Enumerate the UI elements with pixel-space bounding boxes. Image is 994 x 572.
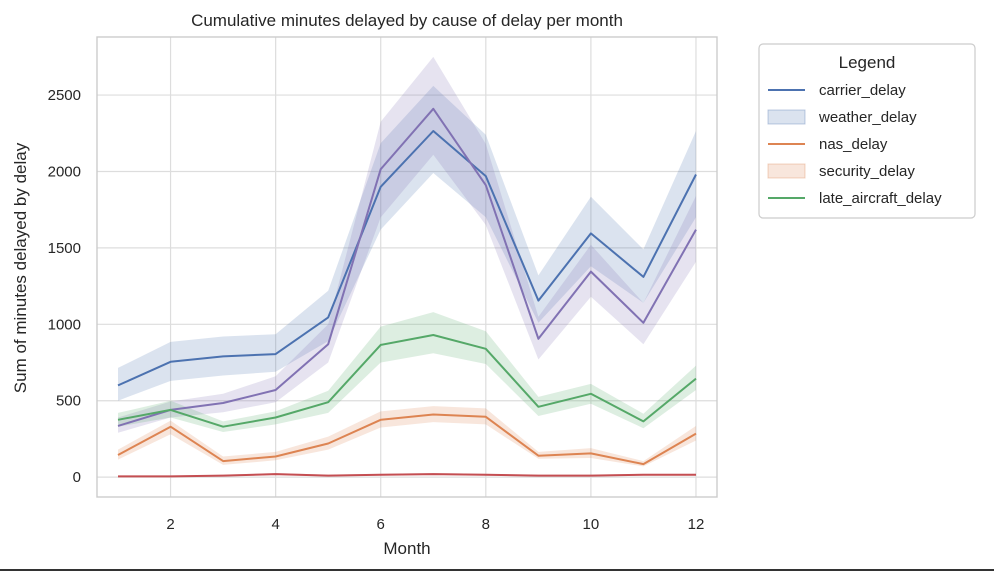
gridlines bbox=[97, 37, 717, 497]
series-4-line bbox=[117, 334, 697, 428]
series-lines bbox=[117, 107, 697, 478]
y-tick-label: 2500 bbox=[48, 87, 81, 104]
confidence-bands bbox=[118, 56, 696, 477]
series-4-band bbox=[118, 312, 696, 432]
chart-title: Cumulative minutes delayed by cause of d… bbox=[191, 11, 623, 30]
legend-box bbox=[758, 43, 976, 219]
y-tick-label: 500 bbox=[56, 393, 81, 410]
legend-label-carrier_delay: carrier_delay bbox=[819, 82, 906, 99]
legend-entries: carrier_delay weather_delay nas_delaysecur… bbox=[767, 82, 942, 207]
legend-title: Legend bbox=[839, 53, 896, 72]
legend-label-weather_delay: weather_delay bbox=[818, 109, 917, 126]
legend-label-security_delay: security_delay bbox=[819, 163, 915, 180]
x-tick-label: 6 bbox=[377, 516, 385, 533]
x-tick-label: 10 bbox=[583, 516, 600, 533]
series-2-line bbox=[117, 413, 697, 466]
legend-swatch-security_delay bbox=[767, 163, 806, 179]
series-0-line bbox=[117, 130, 697, 387]
x-tick-label: 12 bbox=[688, 516, 705, 533]
series-0-band bbox=[118, 85, 696, 401]
series-3-line bbox=[118, 473, 696, 478]
series-2-band bbox=[118, 406, 696, 467]
tick-labels: 2 4 6 8 10 12 0 500 1000 1500 2000 2500 bbox=[48, 87, 705, 533]
series-1-band bbox=[118, 56, 696, 433]
y-tick-label: 1500 bbox=[48, 240, 81, 257]
y-axis-label: Sum of minutes delayed by delay bbox=[11, 142, 30, 393]
x-tick-label: 4 bbox=[271, 516, 279, 533]
plot-frame bbox=[96, 36, 718, 498]
y-tick-label: 2000 bbox=[48, 163, 81, 180]
legend: Legend carrier_delay weather_delay nas_del… bbox=[758, 43, 976, 219]
legend-label-late_aircraft_delay: late_aircraft_delay bbox=[819, 190, 942, 207]
x-axis-label: Month bbox=[383, 539, 430, 558]
legend-swatch-weather_delay bbox=[767, 109, 806, 125]
y-tick-label: 1000 bbox=[48, 316, 81, 333]
x-tick-label: 2 bbox=[166, 516, 174, 533]
x-tick-label: 8 bbox=[482, 516, 490, 533]
series-1-line bbox=[117, 107, 697, 427]
y-tick-label: 0 bbox=[73, 469, 81, 486]
legend-label-nas_delay: nas_delay bbox=[819, 136, 888, 153]
